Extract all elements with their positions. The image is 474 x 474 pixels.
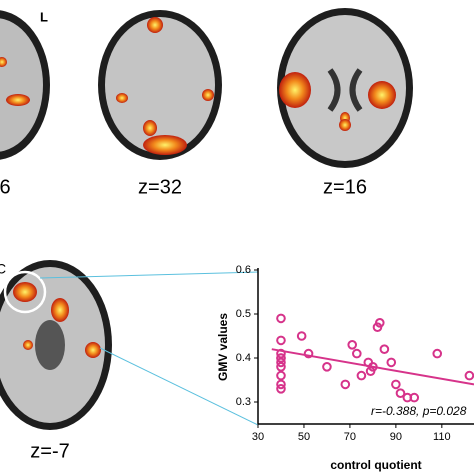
point <box>276 357 286 368</box>
slice-label: z=-7 <box>30 440 69 462</box>
point <box>379 344 390 355</box>
annotation: r=-0.388, p=0.028 <box>371 404 467 418</box>
side-label: L <box>40 9 48 24</box>
point <box>391 379 401 390</box>
point <box>386 357 397 368</box>
y-tick-label: 0.5 <box>236 308 251 320</box>
point <box>303 348 314 359</box>
x-tick-label: 90 <box>390 431 402 443</box>
x-tick-label: 110 <box>433 431 451 443</box>
x-axis-title: control quotient <box>330 458 421 472</box>
slice-label: 6 <box>0 176 11 198</box>
point <box>276 353 286 363</box>
x-tick-label: 50 <box>298 431 310 443</box>
point <box>322 362 332 372</box>
point <box>352 348 362 359</box>
point <box>432 348 443 359</box>
point <box>409 392 420 403</box>
point <box>276 370 286 381</box>
point <box>356 370 367 381</box>
point <box>276 379 286 390</box>
point <box>296 331 307 341</box>
y-axis-title: GMV values <box>216 313 230 381</box>
point <box>464 370 474 381</box>
trend-line <box>271 348 474 386</box>
slice-label: z=32 <box>138 176 182 198</box>
y-tick-label: 0.6 <box>236 264 251 276</box>
y-tick-label: 0.4 <box>236 352 251 364</box>
panel-label: C <box>0 261 6 277</box>
x-tick-label: 30 <box>252 431 264 443</box>
point <box>276 313 286 324</box>
point <box>276 335 286 346</box>
point <box>374 318 385 328</box>
point <box>347 340 358 350</box>
point <box>276 348 286 359</box>
slice-label: z=16 <box>323 176 367 198</box>
brain-slices <box>0 8 413 430</box>
x-tick-label: 70 <box>344 431 356 443</box>
point <box>276 384 286 394</box>
point <box>340 379 351 390</box>
point <box>368 362 378 372</box>
point <box>395 388 406 399</box>
point <box>276 362 286 372</box>
y-tick-label: 0.3 <box>236 396 251 408</box>
